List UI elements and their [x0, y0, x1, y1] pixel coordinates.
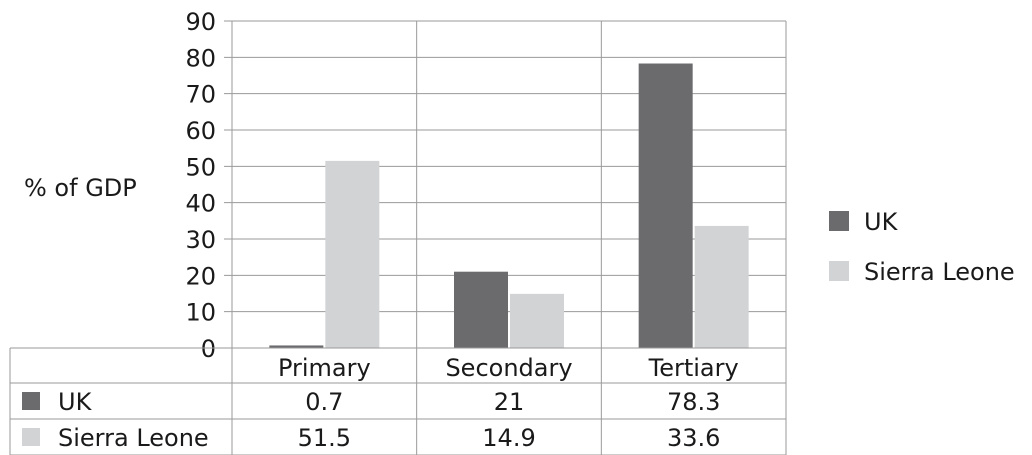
table-value: 14.9 [482, 424, 535, 452]
bar-sierra-leone-tertiary [694, 225, 749, 348]
table-value: 21 [494, 388, 525, 416]
y-tick-label: 0 [201, 335, 216, 363]
legend-swatch-uk [829, 211, 849, 231]
y-tick-label: 60 [185, 117, 216, 145]
legend: UK Sierra Leone [829, 208, 1015, 286]
y-tick-label: 80 [185, 44, 216, 72]
legend-label-uk: UK [864, 208, 899, 236]
table-value: 78.3 [667, 388, 720, 416]
bar-uk-tertiary [638, 63, 693, 348]
bar-uk-secondary [454, 271, 508, 348]
bar-uk-primary [269, 345, 324, 348]
table-series-name: Sierra Leone [58, 424, 209, 452]
y-tick-label: 20 [185, 262, 216, 290]
y-tick-label: 90 [185, 8, 216, 36]
x-tick-label-primary: Primary [278, 354, 371, 382]
table-swatch-sierra-leone [22, 428, 40, 446]
bar-sierra-leone-secondary [510, 293, 564, 348]
y-tick-label: 70 [185, 81, 216, 109]
table-value: 51.5 [298, 424, 351, 452]
y-tick-labels: 0 10 20 30 40 50 60 70 80 90 [185, 8, 216, 363]
y-axis-label: % of GDP [24, 174, 137, 202]
y-tick-label: 10 [185, 299, 216, 327]
legend-swatch-sierra-leone [829, 261, 849, 281]
bars [269, 63, 749, 348]
table-series-name: UK [58, 388, 93, 416]
table-swatch-uk [22, 392, 40, 410]
table-value: 33.6 [667, 424, 720, 452]
x-tick-label-secondary: Secondary [445, 354, 572, 382]
bar-sierra-leone-primary [325, 160, 380, 348]
y-tick-label: 40 [185, 190, 216, 218]
data-table: Primary Secondary Tertiary UK 0.7 21 78.3 Sierr… [9, 347, 786, 455]
y-tick-label: 50 [185, 153, 216, 181]
table-value: 0.7 [305, 388, 343, 416]
x-tick-label-tertiary: Tertiary [648, 354, 739, 382]
legend-label-sierra-leone: Sierra Leone [864, 258, 1015, 286]
y-tick-label: 30 [185, 226, 216, 254]
